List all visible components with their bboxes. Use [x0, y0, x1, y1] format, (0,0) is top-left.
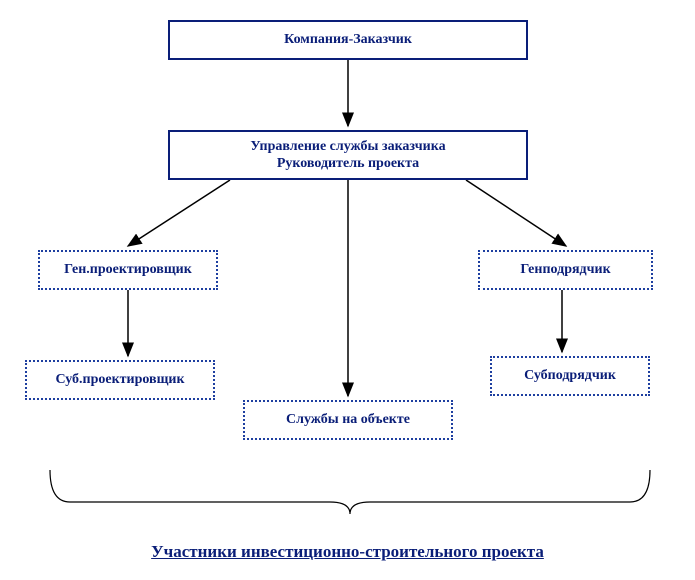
- edge-1: [128, 180, 230, 246]
- node-sub_contract: Субподрядчик: [490, 356, 650, 396]
- node-mgmt: Управление службы заказчика Руководитель…: [168, 130, 528, 180]
- node-gen_contract: Генподрядчик: [478, 250, 653, 290]
- edge-3: [466, 180, 566, 246]
- brace: [50, 470, 650, 514]
- node-site: Службы на объекте: [243, 400, 453, 440]
- node-sub_design: Суб.проектировщик: [25, 360, 215, 400]
- node-top: Компания-Заказчик: [168, 20, 528, 60]
- edges-layer: [0, 0, 695, 580]
- node-gen_design: Ген.проектировщик: [38, 250, 218, 290]
- footer-title: Участники инвестиционно-строительного пр…: [0, 542, 695, 562]
